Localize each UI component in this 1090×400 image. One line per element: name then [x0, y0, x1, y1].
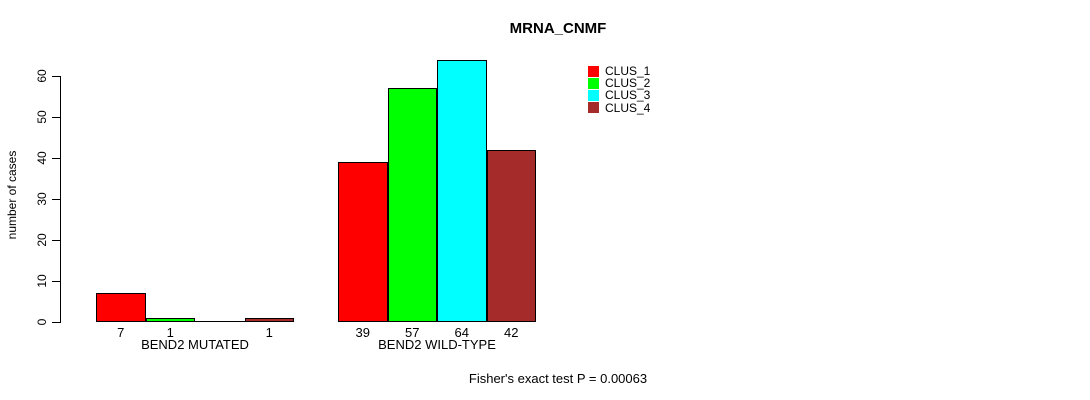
y-tick-label-text: 40: [35, 151, 49, 165]
legend: CLUS_1 CLUS_2 CLUS_3 CLUS_4: [588, 65, 650, 114]
legend-item: CLUS_1: [588, 65, 650, 77]
legend-swatch: [588, 89, 599, 101]
y-axis-tick: [52, 322, 60, 323]
x-group-label: BEND2 WILD-TYPE: [378, 337, 496, 352]
legend-swatch: [588, 65, 599, 77]
bar-value-label: 1: [265, 325, 273, 340]
bar: [338, 162, 388, 322]
bar: [244, 318, 294, 322]
y-tick-label-text: 10: [35, 274, 49, 288]
bar: [96, 293, 146, 322]
legend-swatch: [588, 77, 599, 89]
legend-label: CLUS_4: [605, 100, 651, 115]
chart-title: MRNA_CNMF: [509, 20, 607, 37]
annotation-text: Fisher's exact test P = 0.00063: [468, 371, 648, 386]
y-tick-label-text: 20: [35, 233, 49, 247]
bar: [387, 88, 437, 322]
y-axis-line: [60, 76, 61, 323]
y-tick-label-text: 30: [35, 192, 49, 206]
legend-swatch: [588, 102, 599, 114]
y-tick-label-text: 60: [35, 69, 49, 83]
bar-value-label: 39: [355, 325, 370, 340]
bar-value-label: 7: [117, 325, 125, 340]
y-axis-tick: [52, 199, 60, 200]
x-group-label: BEND2 MUTATED: [141, 337, 249, 352]
bar-value-label: 57: [405, 325, 420, 340]
y-axis-tick: [52, 76, 60, 77]
legend-label: CLUS_1: [605, 64, 651, 79]
y-axis-tick: [52, 117, 60, 118]
bar-value-label: 42: [504, 325, 519, 340]
y-axis-title-text: number of cases: [5, 150, 19, 240]
legend-item: CLUS_3: [588, 89, 650, 101]
y-axis-tick: [52, 158, 60, 159]
legend-item: CLUS_2: [588, 77, 650, 89]
bar: [437, 60, 487, 322]
bar-value-label: 1: [166, 325, 174, 340]
bar-zero-line: [195, 321, 245, 322]
bar: [145, 318, 195, 322]
bar-value-label: 64: [454, 325, 469, 340]
legend-label: CLUS_3: [605, 88, 651, 103]
legend-item: CLUS_4: [588, 102, 650, 114]
y-tick-label-text: 0: [35, 318, 49, 326]
legend-label: CLUS_2: [605, 76, 651, 91]
bar: [486, 150, 536, 322]
y-axis-tick: [52, 240, 60, 241]
y-axis-tick: [52, 281, 60, 282]
y-tick-label-text: 50: [35, 110, 49, 124]
